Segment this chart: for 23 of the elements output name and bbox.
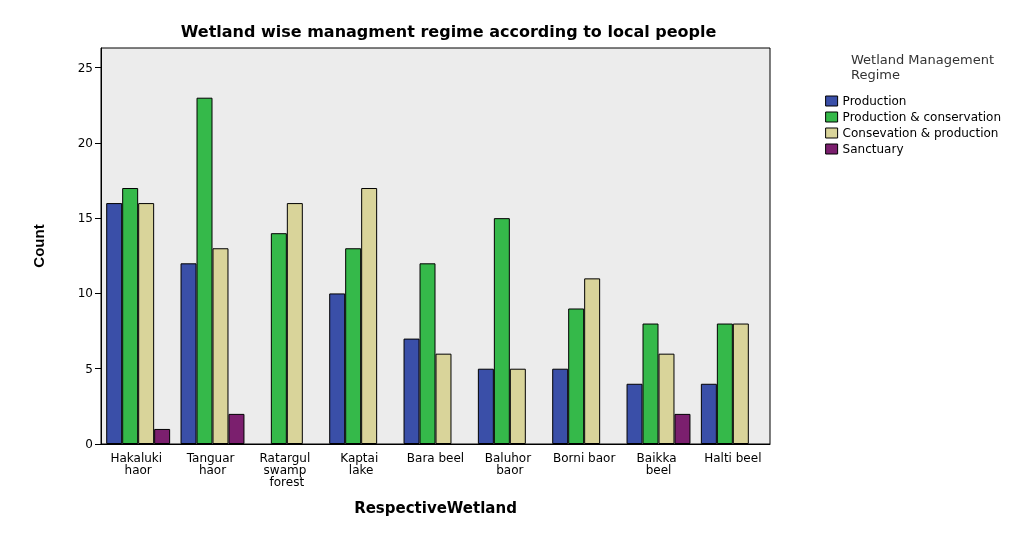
x-tick-label: Tanguar haor [185,451,239,477]
x-tick-label: Borni baor [553,451,616,465]
x-tick-label: Baluhor baor [484,451,535,477]
y-tick-label: 25 [77,60,93,75]
x-tick-label: Hakaluki haor [110,451,166,477]
y-tick-label: 15 [77,211,93,226]
y-axis-title: Count [30,224,47,268]
x-tick-label: Ratargul swamp forest [259,451,315,489]
x-tick-label: Kaptai lake [340,451,383,477]
y-tick-label: 0 [85,437,93,451]
x-tick-label: Halti beel [704,451,762,465]
y-tick-label: 5 [85,361,93,376]
legend-title: Wetland Management Regime [850,52,995,82]
chart-title: Wetland wise managment regime according to local people [180,21,717,41]
x-axis-title: RespectiveWetland [354,498,517,517]
legend-label: Sanctuary [842,142,904,156]
y-tick-label: 10 [77,286,93,301]
y-tick-label: 20 [77,135,93,150]
legend-label: Consevation & production [842,126,999,140]
x-tick-label: Baikka beel [636,451,681,477]
legend-label: Production & conservation [842,110,1002,124]
x-tick-label: Bara beel [406,451,465,465]
legend-label: Production [842,94,907,108]
